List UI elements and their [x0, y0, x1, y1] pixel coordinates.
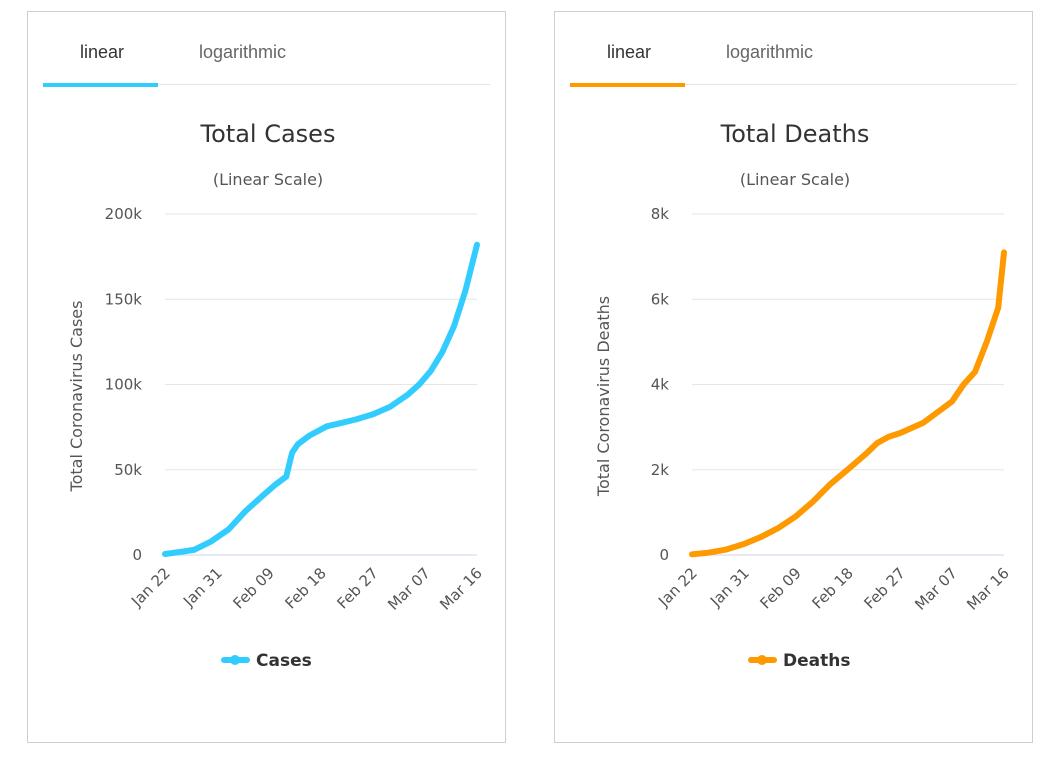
tab-logarithmic[interactable]: logarithmic	[199, 42, 287, 62]
x-tick-label: Mar 16	[436, 564, 486, 614]
cases-chart-panel: linear logarithmic Total Cases (Linear S…	[27, 11, 506, 743]
tab-linear[interactable]: linear	[607, 42, 652, 62]
x-tick-label: Feb 18	[281, 564, 329, 612]
y-axis-title: Total Coronavirus Deaths	[594, 296, 613, 497]
y-tick-label: 150k	[105, 290, 143, 308]
x-tick-label: Feb 09	[229, 564, 277, 612]
x-tick-label: Jan 31	[706, 564, 753, 611]
tab-logarithmic[interactable]: logarithmic	[726, 42, 814, 62]
chart-subtitle: (Linear Scale)	[740, 170, 850, 189]
legend-item-deaths[interactable]: Deaths	[748, 651, 850, 671]
x-tick-label: Mar 07	[911, 564, 961, 614]
y-tick-label: 0	[659, 546, 669, 564]
legend-marker	[230, 655, 240, 665]
y-axis-title: Total Coronavirus Cases	[67, 301, 86, 493]
y-tick-label: 4k	[651, 376, 670, 394]
x-tick-label: Feb 18	[808, 564, 856, 612]
y-tick-label: 50k	[114, 461, 142, 479]
x-tick-label: Feb 27	[333, 564, 381, 612]
x-tick-label: Jan 22	[654, 564, 701, 611]
y-tick-label: 2k	[651, 461, 670, 479]
chart-title: Total Cases	[200, 120, 336, 148]
legend-label: Cases	[256, 651, 312, 671]
series-line-cases[interactable]	[162, 241, 480, 557]
y-tick-label: 200k	[105, 205, 143, 223]
chart-title: Total Deaths	[720, 120, 870, 148]
cases-chart: Total Cases (Linear Scale) Total Coronav…	[67, 120, 486, 671]
y-tick-label: 100k	[105, 376, 143, 394]
tab-linear[interactable]: linear	[80, 42, 125, 62]
deaths-chart: Total Deaths (Linear Scale) Total Corona…	[594, 120, 1013, 671]
legend-label: Deaths	[783, 651, 850, 671]
active-tab-indicator	[570, 83, 685, 87]
x-tick-label: Mar 07	[384, 564, 434, 614]
active-tab-indicator	[43, 83, 158, 87]
legend-item-cases[interactable]: Cases	[221, 651, 312, 671]
chart-subtitle: (Linear Scale)	[213, 170, 323, 189]
x-tick-label: Feb 09	[756, 564, 804, 612]
scale-tabs: linear logarithmic	[43, 12, 490, 87]
x-tick-label: Feb 27	[860, 564, 908, 612]
scale-tabs: linear logarithmic	[570, 12, 1017, 87]
y-tick-label: 6k	[651, 290, 670, 308]
series-line-deaths[interactable]	[689, 249, 1007, 558]
y-tick-label: 0	[132, 546, 142, 564]
y-tick-label: 8k	[651, 205, 670, 223]
x-tick-label: Mar 16	[963, 564, 1013, 614]
x-tick-label: Jan 31	[179, 564, 226, 611]
x-tick-label: Jan 22	[127, 564, 174, 611]
deaths-chart-panel: linear logarithmic Total Deaths (Linear …	[554, 11, 1033, 743]
legend-marker	[757, 655, 767, 665]
